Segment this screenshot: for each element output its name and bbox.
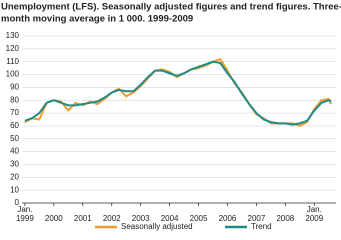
y-tick-label: 110 — [6, 57, 19, 66]
x-tick-label: 2004 — [161, 214, 179, 223]
y-tick-label: 0 — [15, 198, 20, 207]
y-tick-label: 90 — [10, 82, 19, 91]
chart-title: Unemployment (LFS). Seasonally adjusted … — [1, 2, 341, 13]
x-tick-label: 2001 — [74, 214, 92, 223]
y-tick-label: 40 — [10, 147, 19, 156]
y-tick-label: 70 — [10, 108, 19, 117]
series-line — [24, 60, 332, 126]
chart-title: month moving average in 1 000. 1999-2009 — [1, 14, 193, 25]
x-tick-label: 2003 — [132, 214, 150, 223]
y-tick-label: 50 — [10, 134, 19, 143]
y-tick-label: 80 — [10, 95, 19, 104]
y-tick-label: 30 — [10, 160, 19, 169]
y-tick-label: 10 — [10, 185, 19, 194]
x-tick-label: 2005 — [190, 214, 208, 223]
y-tick-label: 20 — [10, 172, 19, 181]
x-tick-label: 2008 — [276, 214, 294, 223]
x-tick-label: 2006 — [219, 214, 237, 223]
y-tick-label: 120 — [6, 44, 20, 53]
x-tick-label: 2002 — [103, 214, 121, 223]
y-tick-label: 60 — [10, 121, 19, 130]
x-tick-label: 2000 — [45, 214, 63, 223]
legend-label: Seasonally adjusted — [121, 222, 193, 231]
x-tick-label: Jan. 1999 — [16, 205, 34, 223]
y-tick-label: 100 — [6, 70, 20, 79]
x-tick-label: 2007 — [248, 214, 266, 223]
x-tick-label: Jan. 2009 — [305, 205, 323, 223]
chart: Unemployment (LFS). Seasonally adjusted … — [1, 2, 341, 232]
series-line — [24, 58, 332, 127]
legend-label: Trend — [251, 222, 272, 231]
y-tick-label: 130 — [6, 31, 20, 40]
